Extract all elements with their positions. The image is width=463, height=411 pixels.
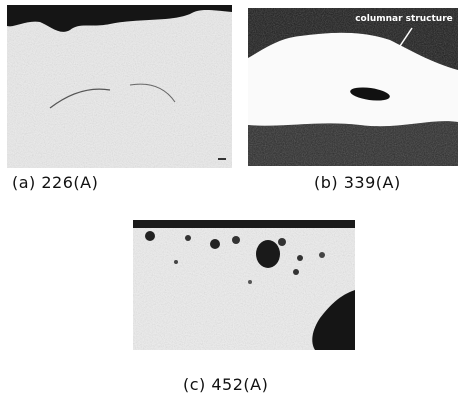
caption: (b) 339(A) xyxy=(314,173,401,192)
micrograph-a xyxy=(7,5,232,168)
caption: (a) 226(A) xyxy=(12,173,98,192)
figure: columnar structure (a) 226(A) (b) 339(A)… xyxy=(0,0,463,407)
micrograph-b: columnar structure xyxy=(248,8,458,166)
caption: (c) 452(A) xyxy=(183,375,268,394)
annotation: columnar structure xyxy=(355,14,453,24)
page: columnar structure (a) 226(A) (b) 339(A)… xyxy=(0,0,463,407)
micrograph-c xyxy=(133,220,355,350)
